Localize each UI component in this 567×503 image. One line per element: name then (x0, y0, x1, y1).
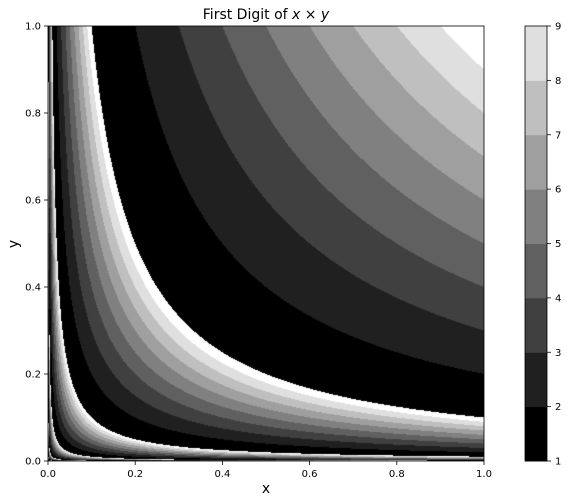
y-axis: 0.0 0.2 0.4 0.6 0.8 1.0 (25, 22, 48, 468)
x-axis-label: x (262, 481, 270, 497)
colorbar-band (525, 406, 547, 462)
colorbar-band (525, 189, 547, 244)
colorbar-band (525, 26, 547, 81)
colorbar-tick-label: 3 (555, 348, 561, 359)
colorbar-band (525, 297, 547, 353)
y-axis-label: y (6, 240, 22, 248)
heatmap-image (48, 26, 484, 461)
y-tick-label: 0.8 (25, 109, 41, 120)
y-tick-label: 0.4 (25, 283, 41, 294)
colorbar-tick-label: 8 (555, 76, 561, 87)
colorbar-band (525, 80, 547, 136)
colorbar-band (525, 352, 547, 408)
x-tick-label: 0.6 (302, 469, 318, 480)
colorbar-tick-label: 7 (555, 130, 561, 141)
colorbar-tick-label: 2 (555, 402, 561, 413)
colorbar-tick-label: 1 (555, 457, 561, 468)
colorbar-tick-label: 6 (555, 185, 561, 196)
plot-frame (47, 25, 485, 462)
colorbar-ticks: 1 2 3 4 5 6 7 8 9 (547, 22, 561, 468)
x-tick-label: 1.0 (476, 469, 492, 480)
x-tick-label: 0.4 (214, 469, 230, 480)
colorbar: 1 2 3 4 5 6 7 8 9 (524, 22, 561, 468)
y-tick-label: 0.2 (25, 370, 41, 381)
colorbar-band (525, 243, 547, 299)
chart-title: First Digit of x × y (203, 7, 330, 23)
x-tick-label: 0.0 (40, 469, 56, 480)
y-tick-label: 0.6 (25, 196, 41, 207)
colorbar-band (525, 134, 547, 190)
x-tick-label: 0.8 (389, 469, 405, 480)
colorbar-tick-label: 4 (555, 293, 561, 304)
chart-title-math: x × y (291, 7, 330, 23)
colorbar-bands (525, 26, 547, 462)
x-tick-label: 0.2 (127, 469, 143, 480)
chart-title-prefix: First Digit of (203, 7, 292, 23)
plot-area (47, 25, 485, 462)
x-axis: 0.0 0.2 0.4 0.6 0.8 1.0 (40, 461, 492, 480)
y-tick-label: 1.0 (25, 22, 41, 33)
colorbar-tick-label: 5 (555, 239, 561, 250)
y-tick-label: 0.0 (25, 457, 41, 468)
colorbar-tick-label: 9 (555, 22, 561, 33)
